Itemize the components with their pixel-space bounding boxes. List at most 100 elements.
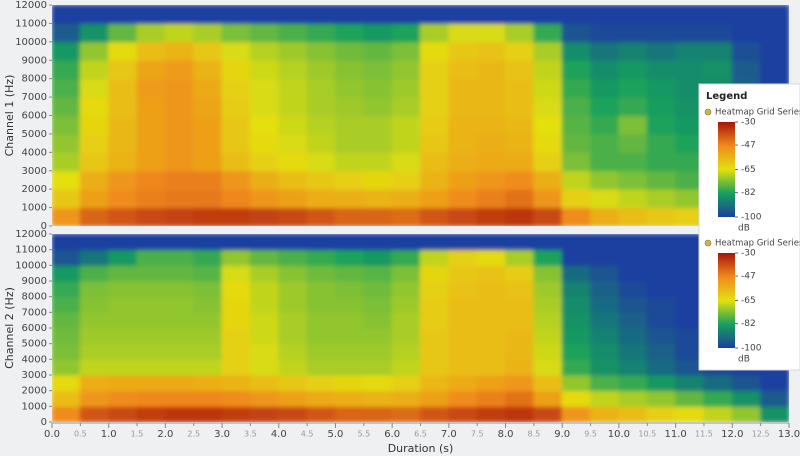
- heatmap-cell: [646, 133, 677, 153]
- y-tick-label: 2000: [22, 386, 47, 397]
- x-tick-label: 9.0: [554, 429, 570, 440]
- heatmap-cell: [533, 170, 563, 190]
- heatmap-cell: [79, 374, 110, 392]
- heatmap-cell: [306, 22, 336, 43]
- heatmap-cell: [420, 133, 450, 153]
- heatmap-cell: [420, 374, 450, 392]
- heatmap-cell: [193, 327, 223, 345]
- heatmap-cell: [79, 78, 110, 98]
- y-tick-label: 1000: [22, 203, 47, 214]
- y-tick-label: 7000: [22, 92, 47, 103]
- heatmap-cell: [476, 390, 507, 407]
- heatmap-cell: [79, 188, 110, 209]
- heatmap-cell: [618, 343, 648, 360]
- heatmap-cell: [108, 22, 138, 43]
- heatmap-cell: [334, 249, 365, 266]
- heatmap-cell: [164, 207, 195, 226]
- heatmap-cell: [79, 170, 110, 190]
- heatmap-cell: [52, 59, 81, 80]
- heatmap-cell: [590, 264, 620, 282]
- heatmap-cell: [420, 59, 450, 80]
- heatmap-cell: [391, 234, 421, 251]
- heatmap-cell: [731, 59, 762, 80]
- heatmap-cell: [590, 22, 620, 43]
- heatmap-cell: [193, 343, 223, 360]
- heatmap-cell: [278, 390, 308, 407]
- heatmap-cell: [136, 151, 166, 172]
- heatmap-cell: [391, 188, 421, 209]
- heatmap-cell: [249, 358, 280, 376]
- heatmap-cell: [108, 343, 138, 360]
- y-tick-label: 12000: [15, 0, 47, 11]
- heatmap-cell: [448, 249, 478, 266]
- heatmap-cell: [334, 188, 365, 209]
- heatmap-cell: [164, 22, 195, 43]
- heatmap-cell: [278, 234, 308, 251]
- heatmap-cell: [249, 41, 280, 61]
- legend-label: Heatmap Grid Series: [715, 108, 800, 118]
- heatmap-cell: [618, 207, 648, 226]
- heatmap-cell: [249, 343, 280, 360]
- heatmap-cell: [278, 327, 308, 345]
- colorbar-tick-label: -100: [741, 344, 762, 354]
- heatmap-cell: [618, 133, 648, 153]
- heatmap-cell: [420, 405, 450, 422]
- heatmap-cell: [278, 343, 308, 360]
- heatmap-cell: [618, 22, 648, 43]
- heatmap-cell: [136, 234, 166, 251]
- heatmap-cell: [79, 234, 110, 251]
- heatmap-cell: [249, 311, 280, 329]
- heatmap-cell: [646, 41, 677, 61]
- heatmap-cell: [590, 188, 620, 209]
- heatmap-cell: [420, 296, 450, 313]
- heatmap-cell: [505, 115, 535, 135]
- heatmap-cell: [221, 374, 251, 392]
- heatmap-cell: [306, 207, 336, 226]
- heatmap-cell: [675, 249, 705, 266]
- heatmap-cell: [306, 133, 336, 153]
- heatmap-cell: [533, 22, 563, 43]
- heatmap-cell: [533, 358, 563, 376]
- heatmap-cell: [164, 405, 195, 422]
- heatmap-cell: [52, 390, 81, 407]
- y-axis-title: Channel 2 (Hz): [3, 287, 16, 369]
- heatmap-cell: [476, 358, 507, 376]
- heatmap-cell: [646, 374, 677, 392]
- heatmap-cell: [590, 115, 620, 135]
- y-tick-label: 6000: [22, 323, 47, 334]
- heatmap-cell: [675, 151, 705, 172]
- heatmap-cell: [363, 22, 393, 43]
- y-tick-label: 11000: [15, 18, 47, 29]
- heatmap-cell: [675, 59, 705, 80]
- heatmap-cell: [193, 78, 223, 98]
- heatmap-cell: [731, 5, 762, 24]
- heatmap-cell: [646, 390, 677, 407]
- heatmap-cell: [363, 78, 393, 98]
- heatmap-cell: [505, 170, 535, 190]
- heatmap-cell: [52, 234, 81, 251]
- heatmap-cell: [476, 234, 507, 251]
- heatmap-cell: [52, 311, 81, 329]
- heatmap-cell: [646, 358, 677, 376]
- heatmap-cell: [420, 390, 450, 407]
- heatmap-cell: [193, 188, 223, 209]
- heatmap-cell: [108, 327, 138, 345]
- heatmap-cell: [193, 234, 223, 251]
- heatmap-cell: [561, 96, 592, 116]
- heatmap-cell: [505, 133, 535, 153]
- heatmap-cell: [306, 249, 336, 266]
- heatmap-cell: [505, 264, 535, 282]
- heatmap-cell: [363, 374, 393, 392]
- heatmap-cell: [505, 390, 535, 407]
- heatmap-cell: [306, 78, 336, 98]
- heatmap-cell: [391, 5, 421, 24]
- heatmap-cell: [249, 327, 280, 345]
- heatmap-cell: [533, 78, 563, 98]
- x-tick-label: 2.0: [157, 429, 173, 440]
- x-tick-label: 10.0: [608, 429, 630, 440]
- heatmap-cell: [391, 327, 421, 345]
- heatmap-cell: [278, 41, 308, 61]
- heatmap-cell: [448, 358, 478, 376]
- heatmap-cell: [249, 151, 280, 172]
- heatmap-cell: [278, 59, 308, 80]
